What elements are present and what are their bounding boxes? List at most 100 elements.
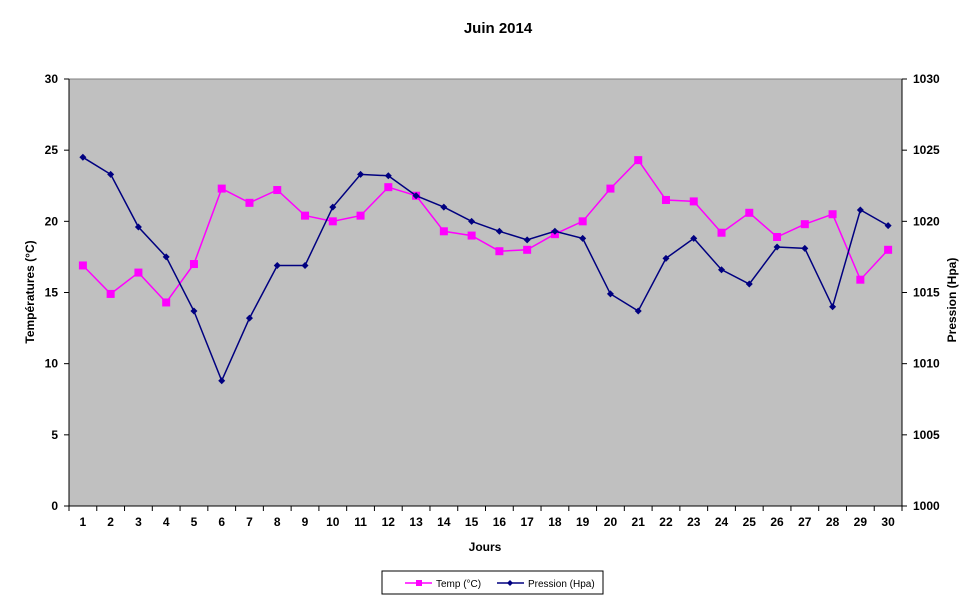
- x-tick-label: 18: [548, 515, 562, 529]
- pressure-point: [690, 234, 698, 242]
- temp-point: [106, 289, 115, 298]
- pressure-point: [829, 303, 837, 311]
- temp-point: [78, 261, 87, 270]
- pressure-point: [745, 280, 753, 288]
- temp-point: [495, 247, 504, 256]
- x-tick-label: 9: [302, 515, 309, 529]
- x-tick-label: 1: [80, 515, 87, 529]
- legend: Temp (°C) Pression (Hpa): [381, 570, 604, 595]
- pressure-point: [551, 227, 559, 235]
- pressure-point: [606, 290, 614, 298]
- right-tick-label: 1015: [913, 286, 940, 300]
- pressure-point: [495, 227, 503, 235]
- pressure-point: [107, 170, 115, 178]
- x-tick-label: 2: [107, 515, 114, 529]
- x-tick-label: 4: [163, 515, 170, 529]
- temp-point: [189, 260, 198, 269]
- temp-point: [884, 245, 893, 254]
- pressure-point: [773, 243, 781, 251]
- right-tick-label: 1010: [913, 357, 940, 371]
- left-axis-ticks: 0 5 10 15 20 25 30: [45, 72, 69, 513]
- pressure-point: [273, 261, 281, 269]
- chart-title: Juin 2014: [464, 20, 533, 37]
- temp-point: [828, 210, 837, 219]
- temp-point: [717, 228, 726, 237]
- x-tick-label: 8: [274, 515, 281, 529]
- pressure-point: [579, 234, 587, 242]
- pressure-point: [884, 222, 892, 230]
- x-tick-label: 13: [409, 515, 423, 529]
- pressure-point: [412, 192, 420, 200]
- temp-point: [745, 208, 754, 217]
- x-tick-label: 27: [798, 515, 812, 529]
- right-tick-label: 1030: [913, 72, 940, 86]
- pressure-point: [801, 244, 809, 252]
- pressure-point: [357, 170, 365, 178]
- pressure-point: [440, 203, 448, 211]
- x-tick-label: 19: [576, 515, 590, 529]
- temp-point: [356, 211, 365, 220]
- pressure-point: [79, 153, 87, 161]
- x-tick-label: 17: [520, 515, 534, 529]
- pressure-point: [634, 307, 642, 315]
- right-axis-ticks: 1000 1005 1010 1015 1020 1025 1030: [902, 72, 940, 513]
- pressure-line: [82, 156, 889, 383]
- x-tick-label: 10: [326, 515, 340, 529]
- temp-point: [689, 197, 698, 206]
- right-tick-label: 1025: [913, 143, 940, 157]
- left-tick-label: 30: [45, 72, 59, 86]
- pressure-point: [718, 266, 726, 274]
- legend-temp-label: Temp (°C): [436, 579, 481, 590]
- pressure-point: [856, 206, 864, 214]
- temp-point: [217, 184, 226, 193]
- left-tick-label: 15: [45, 286, 59, 300]
- legend-pressure-label: Pression (Hpa): [528, 579, 595, 590]
- pressure-point: [245, 314, 253, 322]
- x-tick-label: 25: [743, 515, 757, 529]
- x-tick-label: 3: [135, 515, 142, 529]
- x-tick-label: 26: [770, 515, 784, 529]
- temp-point: [328, 217, 337, 226]
- temp-point: [245, 198, 254, 207]
- x-tick-label: 24: [715, 515, 729, 529]
- x-tick-label: 29: [854, 515, 868, 529]
- pressure-point: [134, 223, 142, 231]
- x-axis-ticks: 1 2 3 4 5 6 7 8 9 10 11 12 13 14 15 16 17 18 19 20 21 22 23 24 2…: [68, 506, 903, 529]
- pressure-point: [190, 307, 198, 315]
- left-tick-label: 5: [51, 428, 58, 442]
- temp-point: [467, 231, 476, 240]
- x-tick-label: 20: [604, 515, 618, 529]
- temp-point: [606, 184, 615, 193]
- left-tick-label: 0: [51, 499, 58, 513]
- x-tick-label: 22: [659, 515, 673, 529]
- temp-point: [523, 245, 532, 254]
- x-tick-label: 15: [465, 515, 479, 529]
- temp-point: [800, 220, 809, 229]
- temp-point: [439, 227, 448, 236]
- temp-point: [384, 183, 393, 192]
- left-tick-label: 10: [45, 357, 59, 371]
- x-tick-label: 6: [218, 515, 225, 529]
- right-tick-label: 1020: [913, 214, 940, 228]
- series-layer: [78, 153, 893, 385]
- temp-point: [134, 268, 143, 277]
- temp-point: [273, 186, 282, 195]
- right-tick-label: 1000: [913, 499, 940, 513]
- temp-point: [162, 298, 171, 307]
- pressure-point: [329, 203, 337, 211]
- x-tick-label: 5: [191, 515, 198, 529]
- x-tick-label: 7: [246, 515, 253, 529]
- x-tick-label: 30: [881, 515, 895, 529]
- temp-point: [634, 156, 643, 165]
- temp-point: [301, 211, 310, 220]
- temp-point: [856, 275, 865, 284]
- pressure-point: [218, 377, 226, 385]
- x-tick-label: 23: [687, 515, 701, 529]
- x-tick-label: 12: [382, 515, 396, 529]
- pressure-point: [468, 217, 476, 225]
- pressure-point: [662, 254, 670, 262]
- temp-line: [82, 158, 889, 304]
- x-tick-label: 28: [826, 515, 840, 529]
- right-tick-label: 1005: [913, 428, 940, 442]
